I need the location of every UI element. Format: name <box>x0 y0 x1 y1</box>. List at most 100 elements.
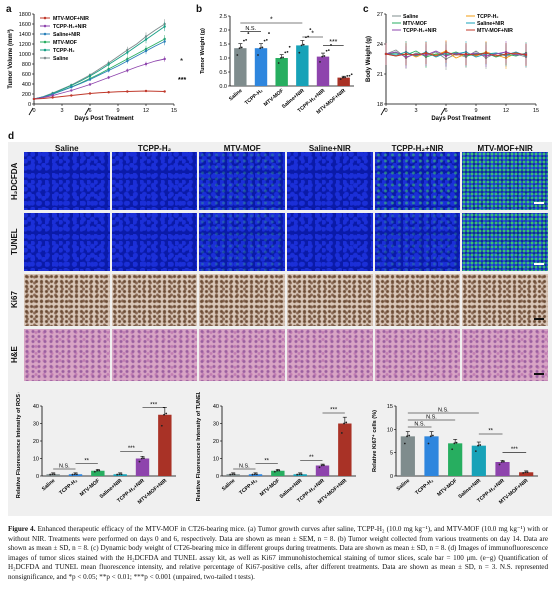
data-point <box>107 69 110 72</box>
micrograph-tile <box>199 274 285 326</box>
data-dot <box>53 473 56 476</box>
data-dot <box>429 435 432 438</box>
y-tick-label: 20 <box>33 439 39 445</box>
grid-row-label: TUNEL <box>10 228 19 256</box>
data-dot <box>268 32 270 34</box>
x-tick-label: 3 <box>60 108 63 114</box>
data-dot <box>522 472 525 474</box>
data-point <box>424 51 428 55</box>
bar <box>293 474 307 476</box>
micrograph-tile <box>24 213 110 271</box>
y-tick-label: 5 <box>390 451 393 457</box>
y-tick-label: 400 <box>22 82 31 88</box>
y-axis-label: Tumor Volume (mm³) <box>7 29 14 88</box>
legend-label: Saline <box>53 56 68 62</box>
significance-mark: N.S. <box>414 422 425 428</box>
data-point <box>88 78 92 81</box>
y-tick-label: 21 <box>377 72 383 78</box>
legend-label: TCPP-H₂+NIR <box>53 24 87 30</box>
y-tick-label: 800 <box>22 62 31 68</box>
data-dot <box>320 464 323 467</box>
bar <box>158 414 172 476</box>
green-signal-overlay <box>374 152 461 210</box>
y-tick-label: 15 <box>387 404 393 410</box>
data-dot <box>240 46 243 49</box>
significance-mark: ** <box>84 458 89 464</box>
data-dot <box>340 432 343 434</box>
bar <box>135 458 150 476</box>
series-line <box>33 41 165 100</box>
data-dot <box>427 442 430 445</box>
bar <box>424 436 439 476</box>
micrograph-tile <box>111 213 198 271</box>
green-signal-overlay <box>374 213 461 271</box>
micrograph-tile <box>111 152 198 210</box>
y-axis-label: Tumor Weight (g) <box>200 28 206 74</box>
significance-mark: *** <box>511 447 519 453</box>
legend-marker <box>43 40 47 44</box>
data-dot <box>76 473 78 476</box>
data-dot <box>500 461 503 463</box>
y-tick-label: 10 <box>213 457 219 463</box>
series-line <box>33 23 165 100</box>
bar <box>275 58 288 86</box>
bar <box>254 48 268 86</box>
x-tick-label: TCPP-H₂ <box>244 87 265 106</box>
significance-mark: N.S. <box>426 415 437 421</box>
y-tick-label: 1600 <box>19 22 31 28</box>
y-tick-label: 200 <box>22 92 31 98</box>
series-line <box>33 58 165 100</box>
data-dot <box>236 54 239 56</box>
data-dot <box>296 473 299 476</box>
tumor-weight-chart: 0.0 0.5 1.0 1.5 2.0 2.5 Tumor Weight (g) Saline… <box>200 14 354 116</box>
micrograph-tile <box>199 329 285 381</box>
data-point <box>70 86 73 89</box>
data-dot <box>279 57 282 59</box>
x-tick-label: 0 <box>384 108 387 114</box>
data-dot <box>406 435 408 438</box>
data-dot <box>265 38 268 41</box>
data-point <box>107 63 110 66</box>
data-dot <box>284 51 287 54</box>
data-dot <box>323 55 326 57</box>
data-dot <box>98 469 101 472</box>
significance-mark: * <box>180 57 183 66</box>
micrograph-tile <box>287 152 373 210</box>
micrograph-tile <box>374 274 461 326</box>
data-dot <box>298 473 301 476</box>
data-dot <box>302 43 305 46</box>
data-dot <box>288 45 291 48</box>
data-dot <box>278 469 281 472</box>
grid-row-label: Ki67 <box>10 291 19 309</box>
micrograph-tile <box>111 329 198 381</box>
data-dot <box>526 471 529 474</box>
data-dot <box>138 460 141 463</box>
data-point <box>126 51 129 54</box>
body-weight-chart: 18 21 24 27 0 3 6 9 12 15 Days Post Treatment Body … <box>366 12 539 122</box>
data-dot <box>344 76 346 79</box>
bar <box>316 56 330 86</box>
legend-label: MTV-MOF <box>53 40 77 46</box>
x-axis-label: Days Post Treatment <box>431 116 490 122</box>
data-dot <box>524 471 527 474</box>
data-dot <box>49 473 52 476</box>
legend-marker <box>43 16 47 20</box>
data-dot <box>298 51 301 54</box>
bar <box>271 470 285 476</box>
data-point <box>88 92 92 95</box>
significance-mark: ** <box>264 458 269 464</box>
x-tick-label: MTV-MOF <box>79 478 101 498</box>
data-dot <box>300 44 303 47</box>
data-dot <box>325 49 328 52</box>
y-tick-label: 1.5 <box>219 42 227 48</box>
bar <box>519 472 534 476</box>
y-tick-label: 20 <box>213 439 219 445</box>
data-point <box>88 83 92 86</box>
caption-lead: Figure 4. <box>8 525 36 533</box>
bar <box>400 436 415 476</box>
y-tick-label: 0.0 <box>219 84 227 90</box>
data-dot <box>245 38 248 41</box>
data-dot <box>346 75 349 77</box>
data-point <box>144 49 148 53</box>
series-line <box>33 26 165 100</box>
